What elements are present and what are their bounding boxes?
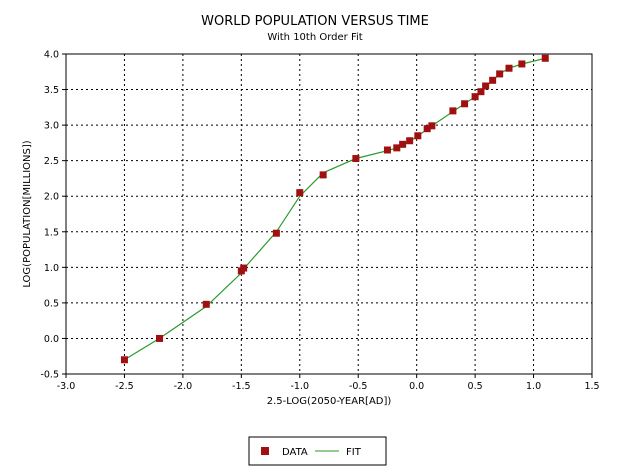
y-tick-label: 2.0 [44,192,59,203]
legend-data-label: DATA [282,447,308,458]
data-point [477,88,485,96]
y-tick-label: 3.5 [44,85,59,96]
x-tick-label: -1.5 [232,381,251,392]
x-axis-label: 2.5-LOG(2050-YEAR[AD]) [267,396,392,407]
x-tick-label: -2.0 [174,381,193,392]
y-tick-label: 0.0 [44,334,59,345]
data-point [156,334,164,342]
data-point [393,144,401,152]
grid [65,53,593,375]
data-point [399,140,407,148]
data-point [471,93,479,101]
y-tick-label: 2.5 [44,156,59,167]
x-tick-label: 1.0 [526,381,541,392]
fit-line [124,57,546,361]
legend-data-marker [261,447,269,455]
y-axis-ticks: -0.5 0.0 0.5 1.0 1.5 2.0 2.5 3.0 3.5 4.0 [40,50,66,381]
data-point [505,64,513,72]
y-axis-label: LOG(POPULATION[MILLIONS]) [22,140,33,287]
data-point [541,54,549,62]
y-tick-label: 4.0 [44,50,59,61]
data-point [423,125,431,133]
data-point [428,122,436,130]
data-point [406,137,414,145]
x-tick-label: -2.5 [115,381,134,392]
data-point [240,264,248,272]
data-point [272,229,280,237]
data-point [496,70,504,78]
data-point [449,107,457,115]
x-tick-label: -0.5 [349,381,368,392]
data-point [120,356,128,364]
data-point [518,60,526,68]
data-point [296,189,304,197]
data-point [489,76,497,84]
y-tick-label: 3.0 [44,121,59,132]
x-tick-label: 0.0 [409,381,424,392]
x-tick-label: -3.0 [57,381,76,392]
chart-title: WORLD POPULATION VERSUS TIME [201,14,429,29]
data-point [383,146,391,154]
data-point [352,155,360,163]
x-tick-label: 0.5 [468,381,483,392]
y-tick-label: -0.5 [40,370,59,381]
data-point [461,100,469,108]
data-point [482,82,490,90]
data-series [120,54,549,364]
legend-fit-label: FIT [346,447,362,458]
y-tick-label: 1.5 [44,227,59,238]
fit-series [124,57,546,361]
data-point [202,300,210,308]
x-axis-ticks: -3.0 -2.5 -2.0 -1.5 -1.0 -0.5 0.0 0.5 1.0 1.5 [57,374,600,392]
x-tick-label: -1.0 [291,381,310,392]
legend: DATA FIT [248,436,387,466]
data-point [319,171,327,179]
data-point [414,132,422,140]
y-tick-label: 1.0 [44,263,59,274]
plot-frame [65,53,593,375]
chart-subtitle: With 10th Order Fit [267,32,362,43]
x-tick-label: 1.5 [584,381,599,392]
y-tick-label: 0.5 [44,298,59,309]
